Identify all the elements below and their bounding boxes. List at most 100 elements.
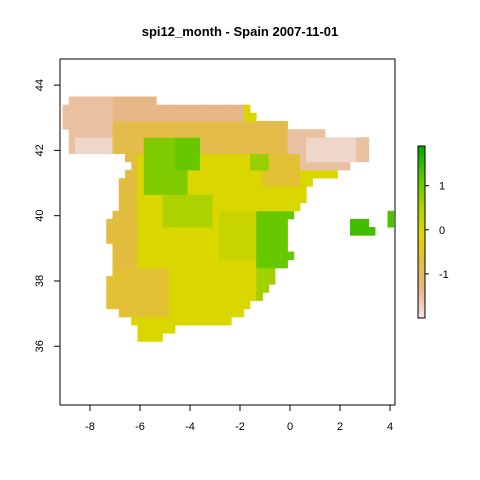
raster-cell	[150, 276, 157, 285]
raster-cell	[118, 104, 126, 114]
raster-cell	[281, 202, 288, 212]
raster-cell	[200, 218, 207, 228]
raster-cell	[193, 178, 201, 187]
raster-cell	[237, 292, 245, 301]
x-tick-label: 0	[287, 421, 293, 433]
raster-cell	[306, 145, 313, 155]
raster-cell	[181, 129, 188, 138]
raster-cell	[325, 161, 332, 171]
raster-cell	[162, 194, 170, 204]
raster-cell	[162, 325, 170, 334]
raster-cell	[162, 316, 170, 326]
raster-cell	[143, 227, 151, 236]
raster-cell	[225, 284, 232, 293]
raster-cell	[281, 251, 288, 261]
raster-cell	[275, 210, 282, 220]
raster-cell	[93, 137, 101, 146]
colorbar-segment	[418, 257, 425, 261]
raster-cell	[200, 121, 207, 130]
raster-cell	[331, 153, 338, 163]
raster-cell	[125, 104, 132, 114]
raster-cell	[200, 243, 207, 252]
raster-cell	[162, 161, 170, 171]
raster-cell	[125, 129, 132, 138]
raster-cell	[150, 300, 157, 310]
raster-cell	[143, 218, 151, 228]
raster-cell	[181, 161, 188, 171]
raster-cell	[162, 218, 170, 228]
raster-cell	[150, 186, 157, 195]
raster-cell	[212, 235, 220, 244]
raster-cell	[131, 104, 138, 114]
raster-cell	[156, 227, 163, 236]
raster-cell	[268, 202, 276, 212]
raster-cell	[137, 104, 145, 114]
raster-cell	[212, 202, 220, 212]
raster-cell	[250, 153, 257, 163]
raster-cell	[156, 284, 163, 293]
raster-cell	[125, 300, 132, 310]
raster-cell	[62, 112, 70, 122]
raster-cell	[137, 121, 145, 130]
raster-cell	[212, 194, 220, 204]
raster-cell	[118, 186, 126, 195]
raster-cell	[256, 292, 263, 301]
raster-cell	[150, 129, 157, 138]
raster-cell	[262, 194, 270, 204]
raster-cell	[225, 178, 232, 187]
raster-cell	[250, 137, 257, 146]
raster-cell	[200, 202, 207, 212]
raster-cell	[237, 121, 245, 130]
raster-cell	[212, 308, 220, 318]
raster-cell	[250, 169, 257, 179]
raster-cell	[275, 169, 282, 179]
raster-cell	[243, 276, 251, 285]
raster-cell	[106, 121, 113, 130]
raster-cell	[156, 194, 163, 204]
raster-cell	[281, 153, 288, 163]
raster-cell	[156, 316, 163, 326]
raster-cell	[143, 210, 151, 220]
raster-cell	[231, 145, 238, 155]
raster-cell	[356, 145, 363, 155]
raster-cell	[143, 292, 151, 301]
raster-cell	[137, 235, 145, 244]
raster-cell	[306, 129, 313, 138]
raster-cell	[131, 210, 138, 220]
raster-cell	[287, 178, 295, 187]
colorbar-segment	[418, 208, 425, 211]
raster-cell	[181, 218, 188, 228]
raster-cell	[200, 104, 207, 114]
raster-cell	[125, 210, 132, 220]
colorbar-segment	[418, 290, 425, 293]
raster-cell	[181, 112, 188, 122]
raster-cell	[225, 161, 232, 171]
raster-cell	[268, 186, 276, 195]
raster-cell	[275, 137, 282, 146]
colorbar-segment	[418, 302, 425, 306]
raster-cell	[212, 186, 220, 195]
raster-cell	[75, 104, 82, 114]
raster-cell	[243, 112, 251, 122]
raster-cell	[218, 145, 226, 155]
raster-cell	[137, 292, 145, 301]
colorbar-segment	[418, 247, 425, 250]
raster-cell	[218, 153, 226, 163]
colorbar-segment	[418, 266, 425, 270]
raster-cell	[156, 129, 163, 138]
raster-cell	[168, 104, 176, 114]
raster-cell	[93, 129, 101, 138]
raster-cell	[243, 218, 251, 228]
raster-cell	[168, 186, 176, 195]
raster-cell	[262, 267, 270, 277]
raster-cell	[312, 161, 320, 171]
raster-cell	[275, 251, 282, 261]
raster-cell	[250, 202, 257, 212]
raster-cell	[262, 276, 270, 285]
colorbar-segment	[418, 204, 425, 207]
raster-cell	[225, 308, 232, 318]
raster-cell	[212, 210, 220, 220]
raster-cell	[168, 137, 176, 146]
raster-cell	[175, 145, 182, 155]
raster-cell	[212, 178, 220, 187]
